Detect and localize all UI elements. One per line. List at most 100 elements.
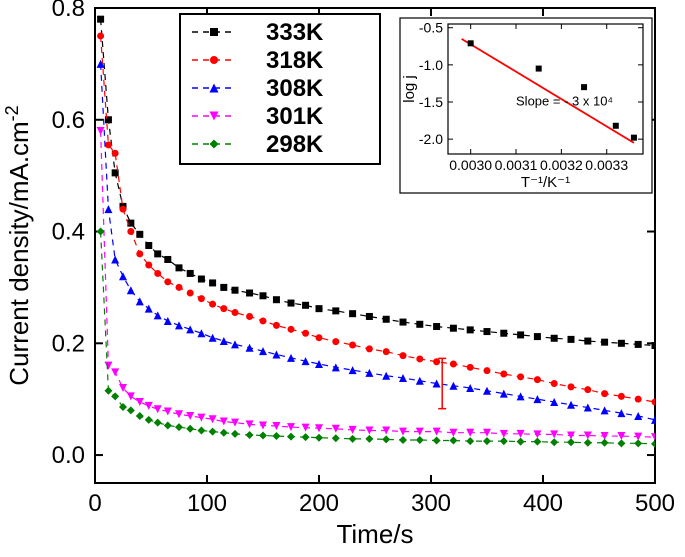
data-marker — [175, 410, 183, 418]
data-marker — [198, 295, 205, 302]
data-marker — [302, 330, 309, 337]
data-marker — [399, 436, 407, 444]
data-marker — [332, 434, 340, 442]
data-marker — [618, 393, 625, 400]
y-tick-label: 0.8 — [52, 0, 85, 22]
data-marker — [400, 319, 407, 326]
data-marker — [483, 437, 491, 445]
inset-y-tick-label: -2.0 — [419, 131, 443, 147]
inset-y-tick-label: -1.5 — [419, 94, 443, 110]
data-marker — [500, 437, 508, 445]
data-marker — [584, 439, 592, 447]
data-marker — [316, 334, 323, 341]
data-marker — [246, 290, 253, 297]
data-marker — [484, 328, 491, 335]
data-marker — [383, 316, 390, 323]
data-marker — [287, 433, 295, 441]
data-marker — [136, 398, 144, 406]
data-marker — [349, 341, 356, 348]
data-marker — [617, 439, 625, 447]
data-marker — [634, 412, 642, 420]
data-marker — [349, 435, 357, 443]
chart-root: 01002003004005000.00.20.40.60.8Time/sCur… — [0, 0, 685, 557]
data-marker — [187, 290, 194, 297]
data-marker — [145, 416, 153, 424]
x-tick-label: 0 — [88, 490, 101, 517]
data-marker — [97, 228, 105, 236]
data-marker — [584, 338, 591, 345]
data-marker — [154, 311, 162, 319]
data-marker — [635, 396, 642, 403]
data-marker — [97, 32, 104, 39]
data-marker — [534, 376, 541, 383]
data-marker — [517, 373, 524, 380]
data-marker — [231, 340, 239, 348]
data-marker — [186, 425, 194, 433]
data-marker — [450, 360, 457, 367]
data-marker — [111, 368, 119, 376]
data-marker — [288, 300, 295, 307]
data-marker — [197, 329, 205, 337]
inset-x-tick-label: 0.0033 — [585, 157, 628, 173]
data-marker — [220, 284, 227, 291]
data-marker — [136, 231, 143, 238]
data-marker — [484, 367, 491, 374]
data-marker — [187, 270, 194, 277]
data-marker — [366, 313, 373, 320]
y-tick-label: 0.4 — [52, 219, 85, 246]
data-marker — [400, 352, 407, 359]
data-marker — [366, 345, 373, 352]
data-marker — [119, 272, 127, 280]
data-marker — [517, 331, 524, 338]
inset-y-tick-label: -1.0 — [419, 57, 443, 73]
data-marker — [111, 255, 119, 263]
data-marker — [449, 437, 457, 445]
data-marker — [551, 335, 558, 342]
data-marker — [365, 435, 373, 443]
data-marker — [164, 421, 172, 429]
x-axis-label: Time/s — [336, 519, 413, 549]
data-marker — [601, 339, 608, 346]
data-marker — [145, 402, 153, 410]
data-marker — [175, 321, 183, 329]
data-marker — [154, 270, 161, 277]
inset-y-tick-label: -0.5 — [419, 20, 443, 36]
data-marker — [601, 439, 609, 447]
data-marker — [500, 371, 507, 378]
data-marker — [302, 433, 310, 441]
data-marker — [316, 305, 323, 312]
data-marker — [631, 135, 637, 141]
y-tick-label: 0.2 — [52, 330, 85, 357]
data-marker — [332, 338, 339, 345]
chart-svg: 01002003004005000.00.20.40.60.8Time/sCur… — [0, 0, 685, 557]
data-marker — [104, 387, 112, 395]
data-marker — [164, 407, 172, 415]
data-marker — [416, 355, 423, 362]
data-marker — [302, 302, 309, 309]
y-axis-label: Current density/mA.cm-2 — [2, 105, 34, 385]
data-marker — [272, 350, 280, 358]
data-marker — [120, 206, 127, 213]
data-marker — [287, 354, 295, 362]
x-tick-label: 400 — [523, 490, 563, 517]
data-marker — [315, 434, 323, 442]
data-marker — [104, 205, 112, 213]
y-tick-label: 0.6 — [52, 107, 85, 134]
data-marker — [164, 256, 171, 263]
data-marker — [136, 250, 143, 257]
data-marker — [635, 341, 642, 348]
x-tick-label: 300 — [411, 490, 451, 517]
legend-label: 318K — [266, 47, 324, 74]
data-marker — [176, 284, 183, 291]
data-marker — [260, 292, 267, 299]
data-marker — [220, 429, 228, 437]
data-marker — [232, 287, 239, 294]
data-marker — [332, 307, 339, 314]
data-marker — [568, 336, 575, 343]
inset-x-tick-label: 0.0031 — [495, 157, 538, 173]
data-marker — [232, 309, 239, 316]
data-marker — [246, 313, 253, 320]
data-marker — [231, 430, 239, 438]
data-marker — [651, 416, 659, 424]
data-marker — [550, 438, 558, 446]
